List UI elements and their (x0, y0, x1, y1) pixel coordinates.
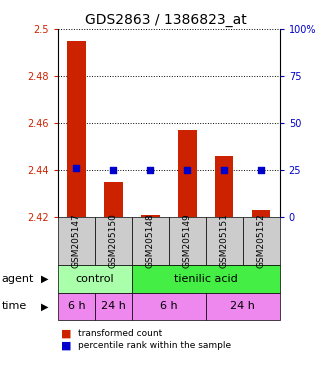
Text: GSM205150: GSM205150 (109, 214, 118, 268)
Text: GSM205149: GSM205149 (183, 214, 192, 268)
Point (111, 167, 116, 173)
Bar (215, 156, 233, 217)
Text: ■: ■ (61, 340, 72, 350)
Text: 24 h: 24 h (101, 301, 126, 311)
Text: GSM205147: GSM205147 (72, 214, 81, 268)
Bar (104, 182, 122, 217)
Text: GSM205148: GSM205148 (146, 214, 155, 268)
Point (185, 167, 190, 173)
Text: 24 h: 24 h (230, 301, 255, 311)
Text: ▶: ▶ (41, 301, 48, 311)
Text: GSM205151: GSM205151 (220, 214, 229, 268)
Text: GDS2863 / 1386823_at: GDS2863 / 1386823_at (85, 13, 246, 27)
Text: tienilic acid: tienilic acid (174, 274, 238, 284)
Text: percentile rank within the sample: percentile rank within the sample (78, 341, 231, 350)
Bar (178, 130, 197, 217)
Text: transformed count: transformed count (78, 329, 162, 338)
Text: time: time (2, 301, 27, 311)
Text: control: control (75, 274, 114, 284)
Text: ■: ■ (61, 329, 72, 339)
Point (259, 167, 264, 173)
Point (74, 164, 79, 170)
Text: 6 h: 6 h (68, 301, 85, 311)
Bar (141, 215, 160, 217)
Text: GSM205152: GSM205152 (257, 214, 266, 268)
Point (148, 167, 153, 173)
Bar (252, 210, 270, 217)
Text: ▶: ▶ (41, 274, 48, 284)
Text: agent: agent (2, 274, 34, 284)
Text: 6 h: 6 h (160, 301, 178, 311)
Bar (67, 41, 86, 217)
Point (221, 167, 227, 173)
